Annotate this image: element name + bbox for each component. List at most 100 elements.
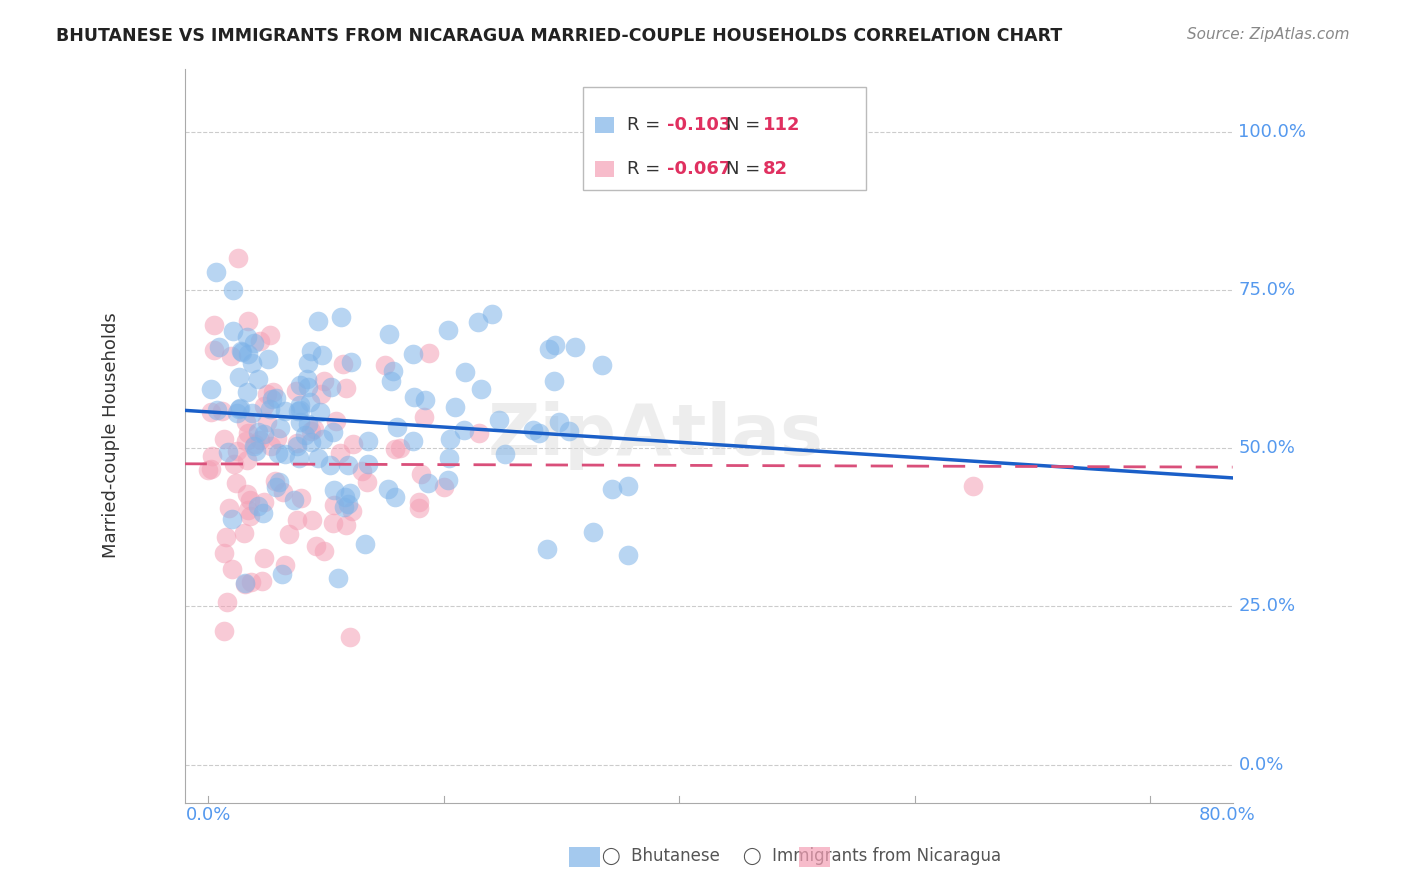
Bhutanese — [246, 499, 269, 513]
Bhutanese — [444, 400, 467, 414]
Bhutanese — [416, 476, 439, 491]
Immigrants from Nicaragua — [219, 349, 242, 363]
Bhutanese — [548, 416, 571, 430]
Bhutanese — [267, 446, 290, 460]
Immigrants from Nicaragua — [309, 387, 332, 401]
Immigrants from Nicaragua — [233, 577, 256, 591]
Bhutanese — [295, 372, 318, 386]
Text: 25.0%: 25.0% — [1239, 598, 1295, 615]
Bhutanese — [600, 483, 623, 497]
Bhutanese — [488, 413, 510, 427]
Immigrants from Nicaragua — [418, 345, 440, 359]
Text: N =: N = — [727, 116, 766, 134]
Immigrants from Nicaragua — [290, 491, 312, 505]
Immigrants from Nicaragua — [212, 546, 235, 560]
Bhutanese — [353, 537, 375, 551]
Immigrants from Nicaragua — [335, 381, 357, 395]
Bhutanese — [384, 491, 406, 505]
Bhutanese — [245, 443, 267, 458]
Immigrants from Nicaragua — [212, 432, 235, 446]
Text: BHUTANESE VS IMMIGRANTS FROM NICARAGUA MARRIED-COUPLE HOUSEHOLDS CORRELATION CHA: BHUTANESE VS IMMIGRANTS FROM NICARAGUA M… — [56, 27, 1063, 45]
Bhutanese — [377, 482, 399, 496]
Bhutanese — [454, 365, 477, 379]
Immigrants from Nicaragua — [329, 446, 352, 460]
Bhutanese — [299, 395, 322, 409]
Immigrants from Nicaragua — [235, 415, 257, 429]
Bhutanese — [208, 340, 231, 354]
Bhutanese — [322, 425, 344, 440]
Immigrants from Nicaragua — [264, 474, 287, 488]
Immigrants from Nicaragua — [335, 518, 357, 533]
Bhutanese — [413, 393, 436, 408]
Bhutanese — [233, 575, 256, 590]
Bhutanese — [297, 379, 319, 393]
Immigrants from Nicaragua — [200, 405, 222, 419]
Bhutanese — [616, 548, 638, 562]
Bhutanese — [543, 375, 565, 389]
Bhutanese — [243, 336, 266, 351]
Bhutanese — [238, 347, 260, 361]
Bhutanese — [339, 355, 361, 369]
Bhutanese — [307, 314, 329, 328]
Immigrants from Nicaragua — [342, 504, 364, 518]
Bhutanese — [308, 451, 330, 466]
Bhutanese — [259, 402, 281, 417]
Immigrants from Nicaragua — [299, 425, 322, 439]
Bhutanese — [228, 370, 250, 384]
Immigrants from Nicaragua — [342, 437, 364, 451]
Bhutanese — [617, 479, 640, 493]
Bhutanese — [437, 450, 460, 465]
Immigrants from Nicaragua — [256, 386, 278, 401]
Bhutanese — [260, 392, 283, 406]
Bhutanese — [231, 344, 253, 359]
Immigrants from Nicaragua — [236, 425, 259, 440]
Immigrants from Nicaragua — [274, 558, 297, 572]
Immigrants from Nicaragua — [962, 479, 984, 493]
Immigrants from Nicaragua — [236, 502, 259, 516]
Text: -0.067: -0.067 — [666, 160, 731, 178]
Immigrants from Nicaragua — [239, 492, 262, 507]
Bhutanese — [204, 264, 226, 278]
Bhutanese — [385, 420, 408, 434]
Bar — [569, 847, 600, 867]
Bhutanese — [333, 500, 356, 514]
Bhutanese — [591, 359, 613, 373]
Bhutanese — [240, 406, 263, 420]
Bhutanese — [538, 342, 561, 356]
Immigrants from Nicaragua — [262, 385, 284, 400]
Immigrants from Nicaragua — [325, 414, 347, 428]
Bhutanese — [356, 434, 378, 449]
Bhutanese — [288, 450, 311, 465]
Immigrants from Nicaragua — [266, 431, 288, 445]
Bhutanese — [273, 404, 295, 418]
Bhutanese — [257, 352, 280, 367]
Immigrants from Nicaragua — [253, 495, 276, 509]
Immigrants from Nicaragua — [433, 480, 456, 494]
Text: R =: R = — [627, 116, 666, 134]
Immigrants from Nicaragua — [215, 530, 238, 544]
Immigrants from Nicaragua — [260, 439, 283, 453]
Immigrants from Nicaragua — [252, 550, 274, 565]
Bhutanese — [236, 385, 259, 400]
Bhutanese — [470, 382, 492, 396]
Bhutanese — [311, 348, 333, 362]
Immigrants from Nicaragua — [285, 513, 308, 527]
Immigrants from Nicaragua — [249, 433, 271, 447]
Bhutanese — [226, 407, 249, 421]
Immigrants from Nicaragua — [239, 509, 262, 524]
Bhutanese — [283, 493, 305, 508]
Immigrants from Nicaragua — [233, 526, 256, 541]
Bhutanese — [328, 571, 350, 585]
Text: 0.0%: 0.0% — [186, 805, 231, 823]
Immigrants from Nicaragua — [236, 487, 259, 501]
Bhutanese — [319, 458, 342, 472]
Bhutanese — [381, 364, 404, 378]
Bhutanese — [330, 310, 353, 324]
Text: Source: ZipAtlas.com: Source: ZipAtlas.com — [1187, 27, 1350, 42]
Bhutanese — [274, 447, 297, 461]
Bhutanese — [294, 428, 316, 442]
Bhutanese — [264, 480, 287, 494]
Bhutanese — [297, 417, 319, 431]
Immigrants from Nicaragua — [339, 630, 361, 644]
Bhutanese — [253, 426, 276, 441]
